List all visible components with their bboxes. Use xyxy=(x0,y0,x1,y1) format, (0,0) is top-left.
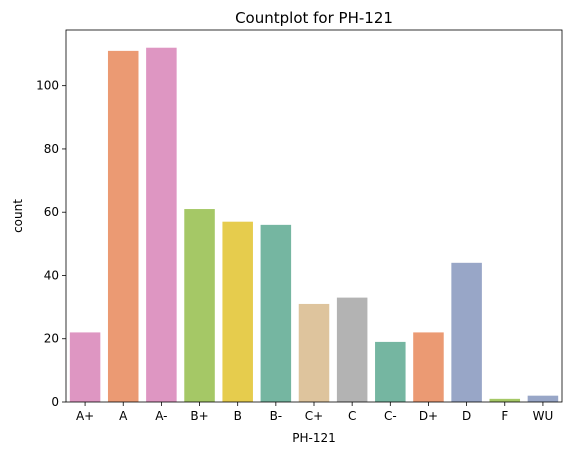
chart-title: Countplot for PH-121 xyxy=(235,9,393,27)
bar-A xyxy=(107,50,139,402)
bar-F xyxy=(489,398,521,402)
bar-C+ xyxy=(298,303,330,402)
x-axis-label: PH-121 xyxy=(292,431,336,445)
x-tick-label: C+ xyxy=(305,409,323,423)
y-tick-label: 80 xyxy=(44,142,59,156)
x-tick-label: C xyxy=(348,409,356,423)
x-tick-label: D xyxy=(462,409,471,423)
y-axis-label: count xyxy=(11,199,25,233)
bar-WU xyxy=(527,395,559,402)
x-tick-label: D+ xyxy=(419,409,438,423)
x-tick-label: B xyxy=(234,409,242,423)
bar-C- xyxy=(375,341,406,402)
y-tick-label: 0 xyxy=(51,395,59,409)
x-tick-label: A- xyxy=(155,409,167,423)
plot-frame xyxy=(65,29,563,403)
y-tick-label: 20 xyxy=(44,332,59,346)
bar-D+ xyxy=(413,332,444,402)
bar-D xyxy=(451,262,482,402)
x-tick-label: B+ xyxy=(190,409,208,423)
y-tick-label: 40 xyxy=(44,268,59,282)
bar-B- xyxy=(260,224,292,402)
bar-B+ xyxy=(184,209,215,402)
x-tick-label: A xyxy=(119,409,128,423)
bar-A- xyxy=(146,47,177,402)
bar-B xyxy=(222,221,253,402)
x-tick-label: WU xyxy=(533,409,554,423)
bar-A+ xyxy=(69,332,101,402)
y-tick-label: 100 xyxy=(36,79,59,93)
x-tick-label: C- xyxy=(384,409,397,423)
x-tick-label: B- xyxy=(270,409,283,423)
y-tick-label: 60 xyxy=(44,205,59,219)
bar-C xyxy=(336,297,368,402)
x-tick-label: A+ xyxy=(76,409,94,423)
x-tick-label: F xyxy=(501,409,508,423)
